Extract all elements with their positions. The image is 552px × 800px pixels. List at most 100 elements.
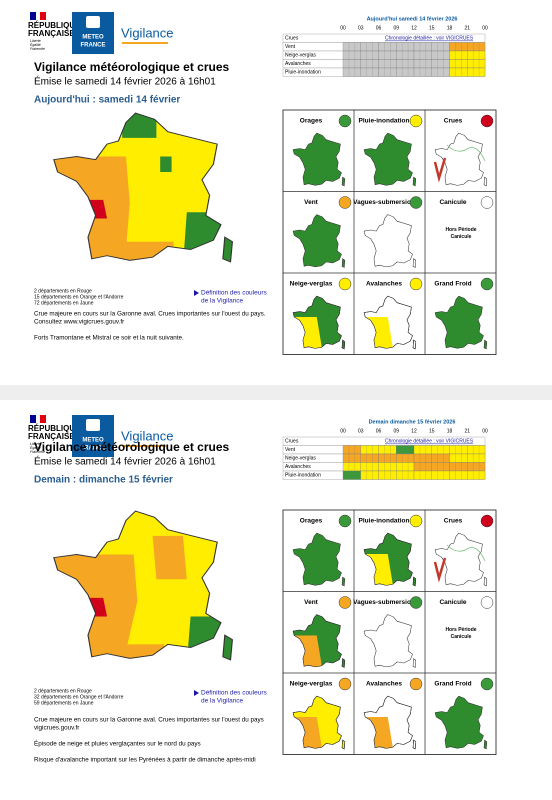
logo-text: FRANCE xyxy=(81,43,106,49)
timeline-hour: 06 xyxy=(376,25,382,31)
river-lines xyxy=(446,144,486,162)
bulletin-text: Crue majeure en cours sur la Garonne ava… xyxy=(34,717,264,724)
timeline-cell xyxy=(449,42,468,52)
timeline-hour: 12 xyxy=(411,428,417,434)
tile-note: Canicule xyxy=(451,634,472,640)
timeline-cell xyxy=(467,42,486,52)
timeline-hour: 09 xyxy=(393,25,399,31)
timeline-row-label: Avalanches xyxy=(285,464,311,470)
timeline-row-label: Neige-verglas xyxy=(285,53,316,59)
bulletin-issued: Émise le samedi 14 février 2026 à 16h01 xyxy=(34,75,216,88)
timeline-cell xyxy=(396,50,415,60)
department-count: 59 départements en Jaune xyxy=(34,700,94,706)
timeline-cell xyxy=(396,470,415,480)
legend-link[interactable]: Définition des couleurs xyxy=(201,290,268,297)
timeline-hour: 00 xyxy=(482,428,488,434)
department-count: 2 départements en Rouge xyxy=(34,688,92,694)
logo-motto: Fraternité xyxy=(30,450,45,454)
tile-icon xyxy=(480,514,494,528)
logo-text: METEO xyxy=(82,35,104,41)
logo-underline xyxy=(122,445,168,447)
logo-motto: Fraternité xyxy=(30,47,45,51)
timeline-cell xyxy=(360,50,379,60)
logo-text: METEO xyxy=(82,438,104,444)
link-arrow xyxy=(194,690,199,696)
bulletin-title: Vigilance météorologique et crues xyxy=(34,440,229,454)
legend-link[interactable]: de la Vigilance xyxy=(201,698,244,705)
timeline-cell xyxy=(413,50,432,60)
timeline-cell xyxy=(360,445,379,455)
tile-label: Pluie-inondation xyxy=(359,518,410,525)
tile-icon xyxy=(480,596,494,609)
timeline-row-label: Avalanches xyxy=(285,61,311,67)
tile-note: Hors Période xyxy=(445,227,476,233)
logo-text: FRANÇAISE xyxy=(28,432,75,441)
tile-note: Canicule xyxy=(451,234,472,240)
timeline-cell xyxy=(467,453,486,463)
timeline-hour: 03 xyxy=(358,25,364,31)
timeline-cell xyxy=(467,50,486,60)
tile-icon xyxy=(409,677,423,691)
timeline-cell xyxy=(431,59,450,69)
main-map xyxy=(52,112,234,263)
legend-link[interactable]: Définition des couleurs xyxy=(201,690,268,697)
tile-label: Grand Froid xyxy=(434,281,471,288)
timeline-cell xyxy=(342,453,361,463)
bulletin-text: Épisode de neige et pluies verglaçantes … xyxy=(34,739,201,748)
logo-text: RÉPUBLIQUE xyxy=(28,424,81,433)
tile-label: Neige-verglas xyxy=(290,681,333,688)
vigicrues-link: Chronologie détaillée : voir VIGICRUES xyxy=(385,439,474,445)
flag-blue xyxy=(30,415,36,423)
timeline-cell xyxy=(342,59,361,69)
timeline-hour: 12 xyxy=(411,25,417,31)
logo-text: FRANCE xyxy=(81,446,106,452)
bulletin-issued: Émise le samedi 14 février 2026 à 16h01 xyxy=(34,455,216,468)
logo-text: RÉPUBLIQUE xyxy=(28,21,81,30)
timeline-cell xyxy=(378,462,397,472)
tile xyxy=(424,272,497,355)
timeline-cell xyxy=(396,453,415,463)
timeline-cell xyxy=(449,50,468,60)
timeline-hour: 09 xyxy=(393,428,399,434)
tile-label: Avalanches xyxy=(366,281,402,288)
timeline-cell xyxy=(413,453,432,463)
tile-label: Crues xyxy=(444,518,463,525)
timeline-cell xyxy=(378,50,397,60)
timeline-hour: 21 xyxy=(464,25,470,31)
timeline-hour: 15 xyxy=(429,25,435,31)
timeline-cell xyxy=(431,445,450,455)
logo-motto: Égalité xyxy=(30,42,41,47)
timeline-cell xyxy=(449,445,468,455)
timeline-hour: 03 xyxy=(358,428,364,434)
bulletin-text: Forts Tramontane et Mistral ce soir et l… xyxy=(34,335,184,342)
timeline-cell xyxy=(360,470,379,480)
timeline-cell xyxy=(467,470,486,480)
timeline-cell xyxy=(413,42,432,52)
timeline-cell xyxy=(449,453,468,463)
timeline-cell xyxy=(431,453,450,463)
tile-icon xyxy=(409,196,423,209)
timeline-cell xyxy=(342,445,361,455)
tile-icon xyxy=(480,114,494,128)
tile-icon xyxy=(480,196,494,209)
timeline-cell xyxy=(449,67,468,77)
tile-label: Grand Froid xyxy=(434,681,471,688)
tile-label: Orages xyxy=(300,518,323,525)
timeline-cell xyxy=(342,50,361,60)
tile-label: Vagues-submersion xyxy=(353,199,415,206)
vigicrues-logo xyxy=(433,157,447,183)
timeline-cell xyxy=(449,470,468,480)
main-map xyxy=(52,510,234,661)
department-count: 32 départements en Orange et l'Andorre xyxy=(34,694,124,700)
logo-motto: Liberté xyxy=(30,39,41,43)
tile-label: Avalanches xyxy=(366,681,402,688)
logo-underline xyxy=(122,42,168,44)
tile-label: Orages xyxy=(300,118,323,125)
timeline-hour: 15 xyxy=(429,428,435,434)
flag-red xyxy=(40,12,46,20)
legend-link[interactable]: de la Vigilance xyxy=(201,298,244,305)
timeline-hour: 18 xyxy=(447,428,453,434)
tile xyxy=(424,672,497,755)
